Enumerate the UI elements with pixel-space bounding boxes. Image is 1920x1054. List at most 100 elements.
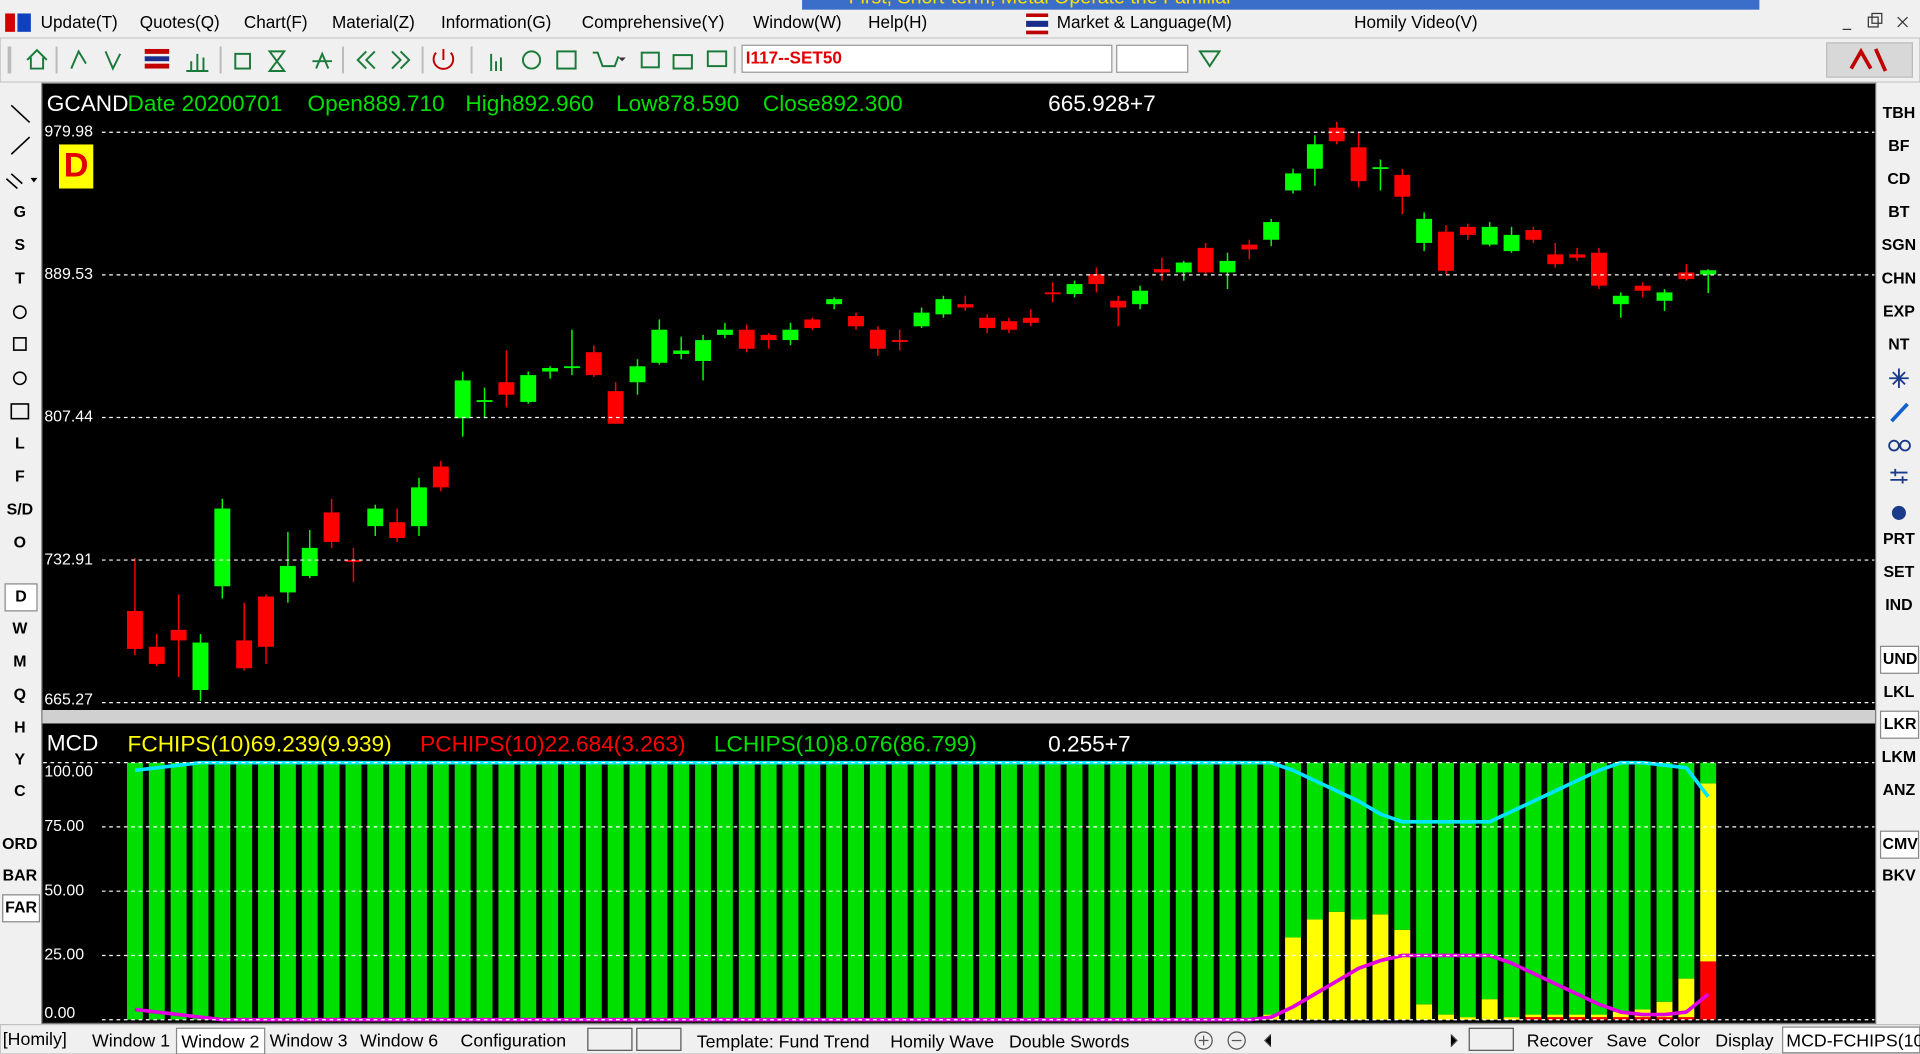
bar-segment xyxy=(1547,1014,1564,1018)
right-tool-icons[interactable] xyxy=(1888,368,1911,520)
candle-body xyxy=(738,329,755,349)
status-action[interactable]: Display xyxy=(1715,1030,1773,1050)
status-action[interactable]: Recover xyxy=(1527,1030,1593,1050)
left-tool[interactable]: FAR xyxy=(5,900,37,917)
left-tool[interactable]: F xyxy=(15,469,25,486)
tick-label-bg xyxy=(43,266,102,284)
candle-body xyxy=(170,629,187,641)
active-tab xyxy=(175,1027,266,1054)
left-tool[interactable]: BAR xyxy=(3,868,38,885)
bar-segment xyxy=(1459,1017,1476,1020)
right-tool[interactable]: CMV xyxy=(1882,836,1918,853)
left-tool[interactable]: S/D xyxy=(7,502,34,519)
right-tool[interactable]: EXP xyxy=(1883,303,1915,320)
menu-item[interactable]: Quotes(Q) xyxy=(140,12,220,32)
right-tool[interactable]: BF xyxy=(1888,138,1909,155)
y-tick-label: 665.27 xyxy=(44,691,93,708)
candle-body xyxy=(695,340,712,361)
right-tool[interactable]: CHN xyxy=(1882,270,1916,287)
config-tab[interactable]: Configuration xyxy=(461,1030,567,1050)
bar-segment xyxy=(1306,762,1323,920)
candle-body xyxy=(1328,127,1345,142)
left-tool[interactable]: L xyxy=(15,436,25,453)
candle-body xyxy=(214,508,231,587)
active-tool-frame xyxy=(1879,830,1920,859)
candle-body xyxy=(1153,269,1170,273)
menu-item[interactable]: Homily Video(V) xyxy=(1354,12,1477,32)
window-tab[interactable]: Window 2 xyxy=(181,1032,259,1052)
right-tool[interactable]: BT xyxy=(1888,204,1909,221)
left-tool[interactable]: D xyxy=(15,589,27,606)
left-tool[interactable]: Q xyxy=(14,687,26,704)
left-tool[interactable]: C xyxy=(14,783,26,800)
candle-body xyxy=(345,559,362,562)
bar-segment xyxy=(1481,999,1498,1020)
info-high: High892.960 xyxy=(465,91,593,116)
status-action[interactable]: Save xyxy=(1606,1030,1647,1050)
template-link[interactable]: Homily Wave xyxy=(890,1032,994,1052)
window-tab[interactable]: Window 1 xyxy=(92,1030,170,1050)
symbol-input[interactable] xyxy=(741,44,1113,73)
left-tool[interactable]: M xyxy=(13,653,26,670)
menu-item[interactable]: Window(W) xyxy=(753,12,841,32)
right-tool[interactable]: SET xyxy=(1883,564,1914,581)
left-tool[interactable]: G xyxy=(14,204,26,221)
status-action[interactable]: Color xyxy=(1658,1030,1701,1050)
right-tool[interactable]: UND xyxy=(1883,651,1917,668)
candle-body xyxy=(1459,226,1476,235)
window-tab[interactable]: Window 6 xyxy=(360,1030,438,1050)
menu-item[interactable]: Update(T) xyxy=(41,12,118,32)
right-tool[interactable]: LKL xyxy=(1883,684,1914,701)
menu-item[interactable]: Market & Language(M) xyxy=(1057,12,1232,32)
draw-tool-icons[interactable] xyxy=(5,104,38,420)
right-tool[interactable]: CD xyxy=(1887,171,1910,188)
period-input[interactable] xyxy=(1116,44,1189,73)
candle-body xyxy=(563,366,580,369)
bar-segment xyxy=(1285,762,1301,938)
banner-bar xyxy=(802,0,1760,10)
menu-item[interactable]: Help(H) xyxy=(868,12,927,32)
window-controls[interactable] xyxy=(1842,12,1908,30)
right-tool[interactable]: BKV xyxy=(1882,868,1916,885)
right-tool[interactable]: LKM xyxy=(1882,749,1916,766)
panel-divider xyxy=(41,710,1876,724)
active-tool-frame xyxy=(4,583,38,612)
right-tool[interactable]: PRT xyxy=(1883,531,1915,548)
candle-body xyxy=(1656,292,1673,301)
right-tool[interactable]: IND xyxy=(1885,597,1912,614)
bar-segment xyxy=(1372,914,1389,1020)
right-tool[interactable]: ANZ xyxy=(1883,782,1916,799)
left-tool[interactable]: T xyxy=(15,270,25,287)
indicator-name: GCAND xyxy=(47,91,129,116)
right-tool[interactable]: NT xyxy=(1888,336,1909,353)
toolbar-icons[interactable] xyxy=(7,46,736,74)
menu-item[interactable]: Comprehensive(Y) xyxy=(582,12,725,32)
candle-body xyxy=(192,642,209,691)
window-tab[interactable]: Window 3 xyxy=(270,1030,348,1050)
right-tool[interactable]: TBH xyxy=(1883,105,1916,122)
template-link[interactable]: Double Swords xyxy=(1009,1032,1129,1052)
chart-frame xyxy=(41,82,1877,1025)
candle-body xyxy=(1350,147,1367,182)
template-label[interactable]: Template: Fund Trend xyxy=(697,1032,870,1052)
left-tool[interactable]: O xyxy=(14,535,26,552)
candle-body xyxy=(432,466,449,488)
candle-body xyxy=(1175,262,1192,273)
left-tool[interactable]: Y xyxy=(15,751,26,768)
right-tool[interactable]: LKR xyxy=(1884,716,1917,733)
filter-icon[interactable] xyxy=(1198,50,1222,68)
left-tool[interactable]: H xyxy=(14,720,25,737)
candle-body xyxy=(1263,222,1280,240)
left-tool[interactable]: S xyxy=(15,237,26,254)
left-tool[interactable]: ORD xyxy=(2,836,37,853)
menu-item[interactable]: Information(G) xyxy=(441,12,551,32)
right-tool[interactable]: SGN xyxy=(1882,237,1916,254)
legend-entry: PCHIPS(10)22.684(3.263) xyxy=(420,731,685,756)
bar-segment xyxy=(1547,762,1564,1015)
menu-item[interactable]: Chart(F) xyxy=(244,12,308,32)
left-tool[interactable]: W xyxy=(12,620,27,637)
candle-body xyxy=(1022,317,1039,323)
candle-body xyxy=(979,317,996,329)
spin-buttons[interactable] xyxy=(587,1027,1514,1051)
menu-item[interactable]: Material(Z) xyxy=(332,12,415,32)
